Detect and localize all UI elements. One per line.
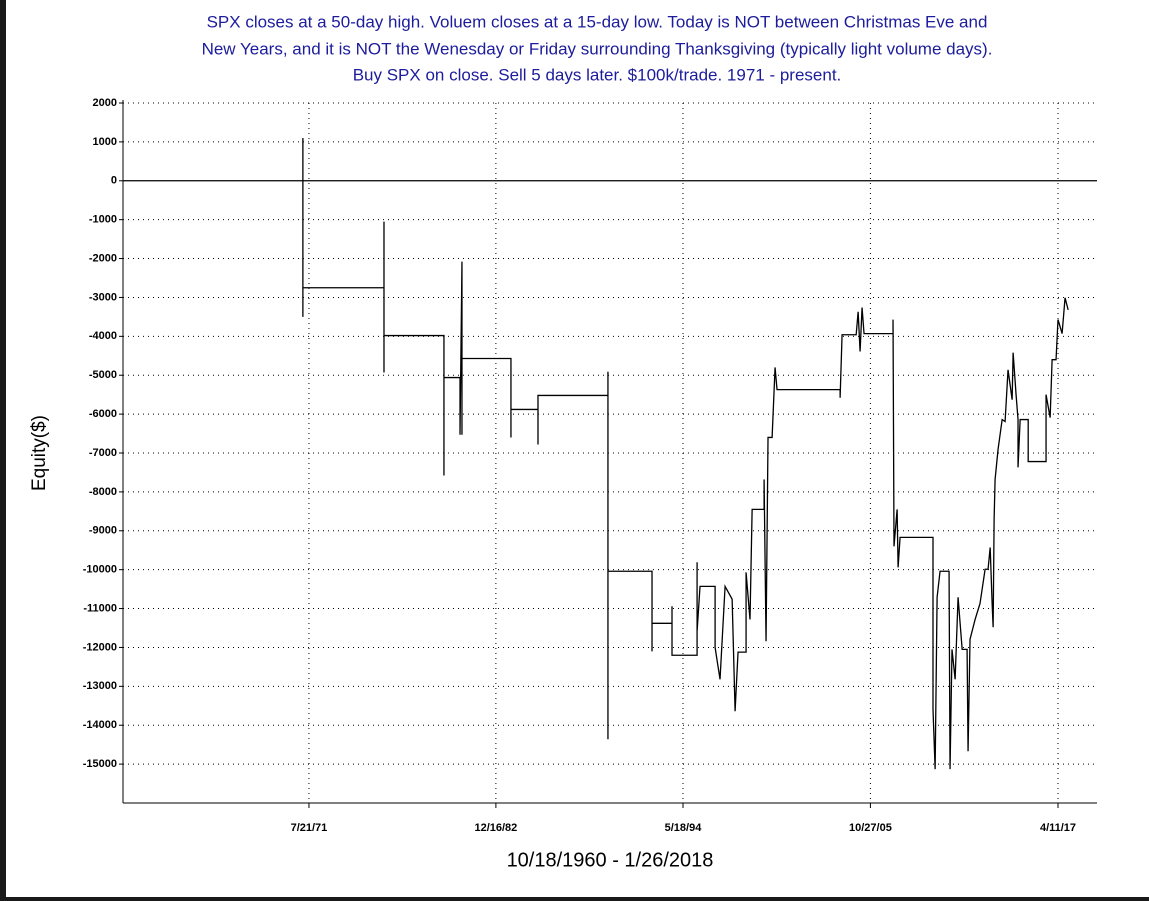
y-tick-label: 2000	[93, 97, 117, 109]
x-axis-label: 10/18/1960 - 1/26/2018	[507, 849, 714, 871]
y-tick-label: -10000	[83, 564, 117, 576]
y-tick-label: 0	[111, 175, 117, 187]
y-tick-label: -9000	[89, 525, 117, 537]
equity-line	[302, 138, 1069, 770]
x-tick-label: 5/18/94	[665, 822, 703, 834]
chart-title: SPX closes at a 50-day high. Voluem clos…	[207, 12, 988, 31]
y-tick-label: -7000	[89, 447, 117, 459]
x-tick-label: 4/11/17	[1040, 822, 1076, 834]
x-tick-label: 12/16/82	[474, 822, 517, 834]
chart-title: Buy SPX on close. Sell 5 days later. $10…	[353, 65, 842, 84]
y-tick-label: -8000	[89, 486, 117, 498]
x-tick-label: 7/21/71	[291, 822, 328, 834]
y-tick-label: 1000	[93, 136, 117, 148]
y-tick-label: -5000	[89, 369, 117, 381]
y-axis-label: Equity($)	[29, 415, 50, 491]
y-tick-label: -12000	[83, 641, 117, 653]
y-tick-label: -4000	[89, 330, 117, 342]
y-tick-label: -1000	[89, 214, 117, 226]
y-tick-label: -13000	[83, 680, 117, 692]
x-tick-label: 10/27/05	[849, 822, 892, 834]
y-tick-label: -2000	[89, 252, 117, 264]
y-tick-label: -15000	[83, 758, 117, 770]
y-tick-label: -14000	[83, 719, 117, 731]
chart-title: New Years, and it is NOT the Wenesday or…	[202, 39, 993, 58]
y-tick-label: -6000	[89, 408, 117, 420]
window-border-bottom	[0, 897, 1149, 901]
y-tick-label: -3000	[89, 291, 117, 303]
y-tick-label: -11000	[83, 602, 117, 614]
window-border-left	[0, 0, 6, 901]
